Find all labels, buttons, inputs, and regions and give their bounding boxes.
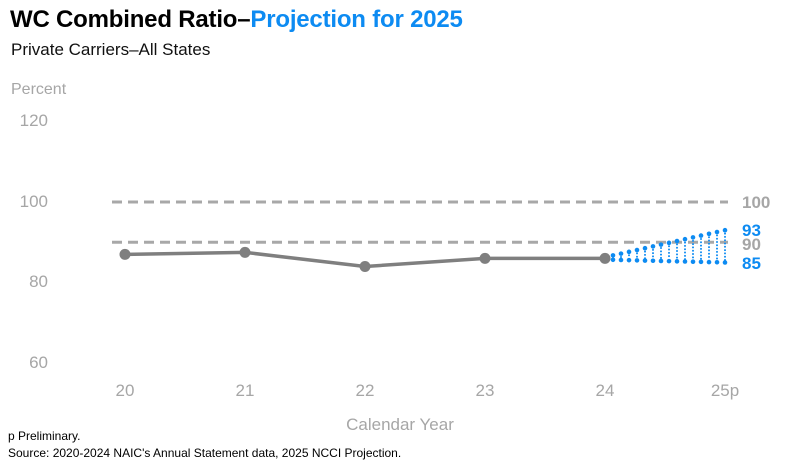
x-tick-22: 22 <box>355 381 375 400</box>
page-title: WC Combined Ratio–Projection for 2025 <box>10 6 463 34</box>
footnote-preliminary: p Preliminary. <box>8 429 81 443</box>
y-tick-80: 80 <box>29 272 48 291</box>
y-tick-120: 120 <box>19 111 48 130</box>
x-tick-20: 20 <box>115 381 135 400</box>
projection-lower-label: 85 <box>742 254 761 273</box>
projection-upper-label: 93 <box>742 221 761 240</box>
chart-title: WC Combined Ratio– <box>10 6 251 33</box>
x-axis-title: Calendar Year <box>346 415 454 434</box>
x-tick-24: 24 <box>595 381 615 400</box>
y-tick-60: 60 <box>29 353 48 372</box>
x-tick-25p: 25p <box>710 381 740 400</box>
x-tick-23: 23 <box>475 381 495 400</box>
chart-subtitle: Private Carriers–All States <box>11 40 211 59</box>
reference-label-100: 100 <box>742 193 771 212</box>
reference-label-90: 90 <box>742 235 761 254</box>
x-tick-21: 21 <box>235 381 255 400</box>
y-axis-title: Percent <box>11 81 67 98</box>
y-tick-100: 100 <box>19 192 48 211</box>
source-note: Source: 2020-2024 NAIC's Annual Statemen… <box>8 446 402 460</box>
chart-title-accent: Projection for 2025 <box>250 6 463 33</box>
